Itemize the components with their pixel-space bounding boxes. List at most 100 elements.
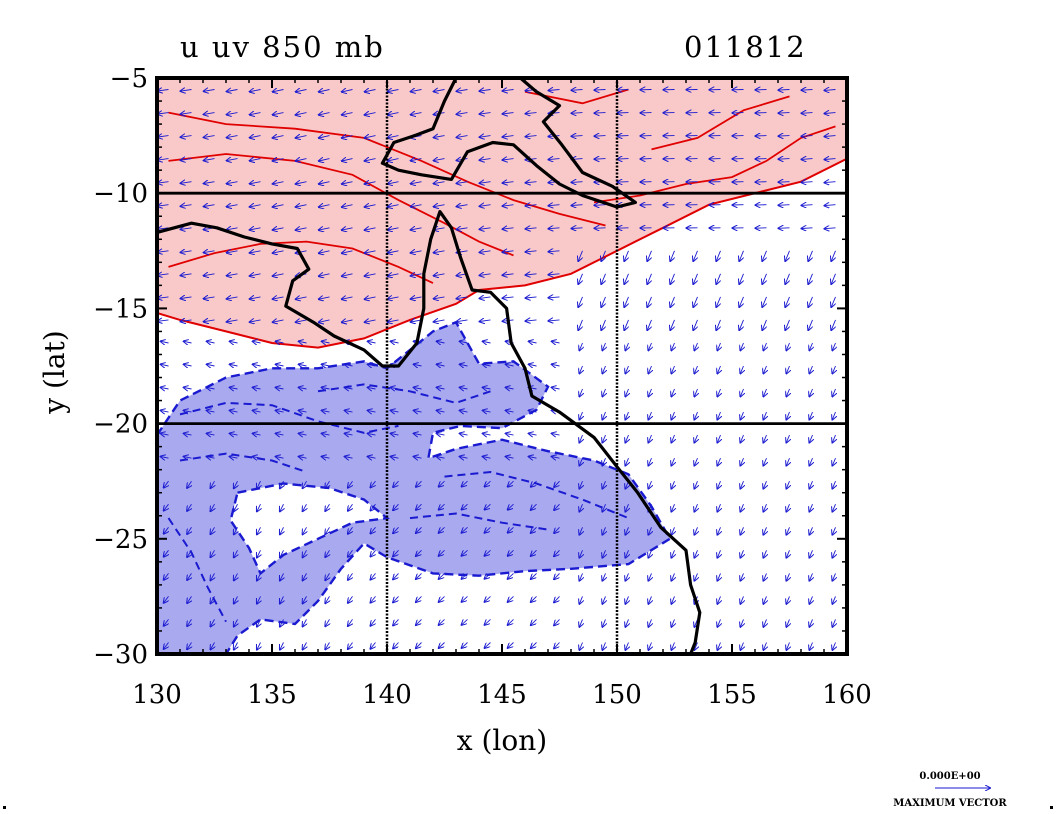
wind-vector [625, 458, 628, 465]
y-tick-label: −20 [93, 410, 148, 440]
wind-vector [825, 113, 836, 114]
wind-vector [549, 320, 560, 321]
x-axis-label: x (lon) [457, 724, 547, 757]
wind-vector [832, 504, 835, 511]
wind-vector [531, 480, 537, 487]
wind-vector [234, 480, 238, 488]
wind-vector [230, 410, 238, 412]
wind-vector [506, 364, 514, 366]
wind-vector [388, 297, 399, 299]
wind-vector [434, 320, 445, 322]
wind-vector [207, 364, 215, 366]
wind-vector [365, 113, 376, 115]
wind-vector [485, 619, 491, 624]
wind-vector [740, 642, 743, 650]
wind-vector [234, 503, 238, 511]
wind-vector [393, 573, 399, 579]
wind-vector [670, 319, 674, 330]
wind-vector [230, 387, 238, 389]
wind-vector [549, 205, 560, 206]
wind-vector [388, 159, 399, 161]
wind-vector [181, 251, 192, 253]
wind-vector [717, 481, 720, 488]
x-tick-label: 140 [362, 680, 412, 710]
wind-vector [602, 619, 605, 626]
wind-vector [296, 90, 307, 92]
wind-vector [625, 411, 628, 419]
wind-vector [411, 113, 422, 115]
wind-vector [462, 526, 468, 532]
wind-vector [184, 341, 192, 343]
wind-vector [825, 182, 836, 183]
wind-vector [187, 480, 191, 488]
wind-vector [462, 619, 468, 624]
wind-vector [825, 90, 836, 91]
wind-vector [158, 136, 169, 137]
wind-vector [572, 90, 583, 91]
wind-vector [296, 159, 307, 161]
wind-vector [531, 526, 537, 533]
wind-vector [578, 296, 582, 307]
wind-vector [250, 274, 261, 276]
wind-vector [549, 228, 560, 229]
wind-vector [280, 550, 284, 557]
wind-vector [506, 387, 514, 389]
wind-vector [809, 504, 812, 511]
wind-vector [554, 642, 560, 649]
wind-vector [832, 642, 835, 650]
wind-vector [625, 342, 628, 350]
wind-vector [601, 319, 605, 330]
wind-vector [602, 365, 605, 373]
wind-vector [164, 480, 169, 487]
x-tick-label: 155 [707, 680, 757, 710]
wind-vector [694, 342, 697, 350]
wind-vector [602, 642, 605, 650]
wind-vector [319, 274, 330, 276]
wind-vector [257, 596, 261, 603]
wind-vector [457, 136, 468, 138]
wind-vector [368, 364, 376, 366]
wind-vector [786, 342, 789, 350]
wind-vector [368, 433, 376, 435]
wind-vector [809, 458, 812, 465]
wind-vector [694, 458, 697, 465]
wind-vector [227, 113, 238, 115]
wind-vector [371, 573, 376, 579]
x-tick-label: 135 [247, 680, 297, 710]
wind-vector [485, 573, 491, 578]
wind-vector [554, 573, 560, 579]
wind-vector [648, 388, 651, 396]
wind-vector [434, 251, 445, 253]
wind-vector [786, 481, 789, 488]
wind-vector [762, 296, 766, 307]
wind-vector [204, 182, 215, 184]
wind-vector [552, 457, 560, 459]
wind-vector [572, 205, 583, 206]
wind-vector [831, 273, 835, 284]
wind-vector [204, 251, 215, 253]
wind-vector [439, 549, 445, 556]
wind-vector [602, 342, 605, 350]
wind-vector [809, 434, 812, 442]
wind-vector [299, 387, 307, 389]
positive-contour-line [168, 240, 434, 284]
wind-vector [508, 596, 514, 602]
wind-vector [184, 364, 192, 366]
wind-vector [365, 228, 376, 230]
wind-vector [671, 550, 674, 557]
wind-vector [671, 365, 674, 373]
wind-vector [250, 182, 261, 184]
wind-vector [158, 320, 169, 321]
wind-vector [786, 596, 789, 603]
wind-vector [303, 573, 307, 580]
wind-vector [831, 296, 835, 307]
wind-vector [786, 504, 789, 511]
wind-vector [763, 550, 766, 557]
wind-vector [296, 113, 307, 115]
wind-vector [624, 296, 628, 307]
wind-vector [319, 205, 330, 207]
wind-vector [437, 387, 445, 389]
wind-vector [802, 205, 813, 206]
wind-vector [273, 320, 284, 322]
wind-vector [439, 480, 445, 487]
